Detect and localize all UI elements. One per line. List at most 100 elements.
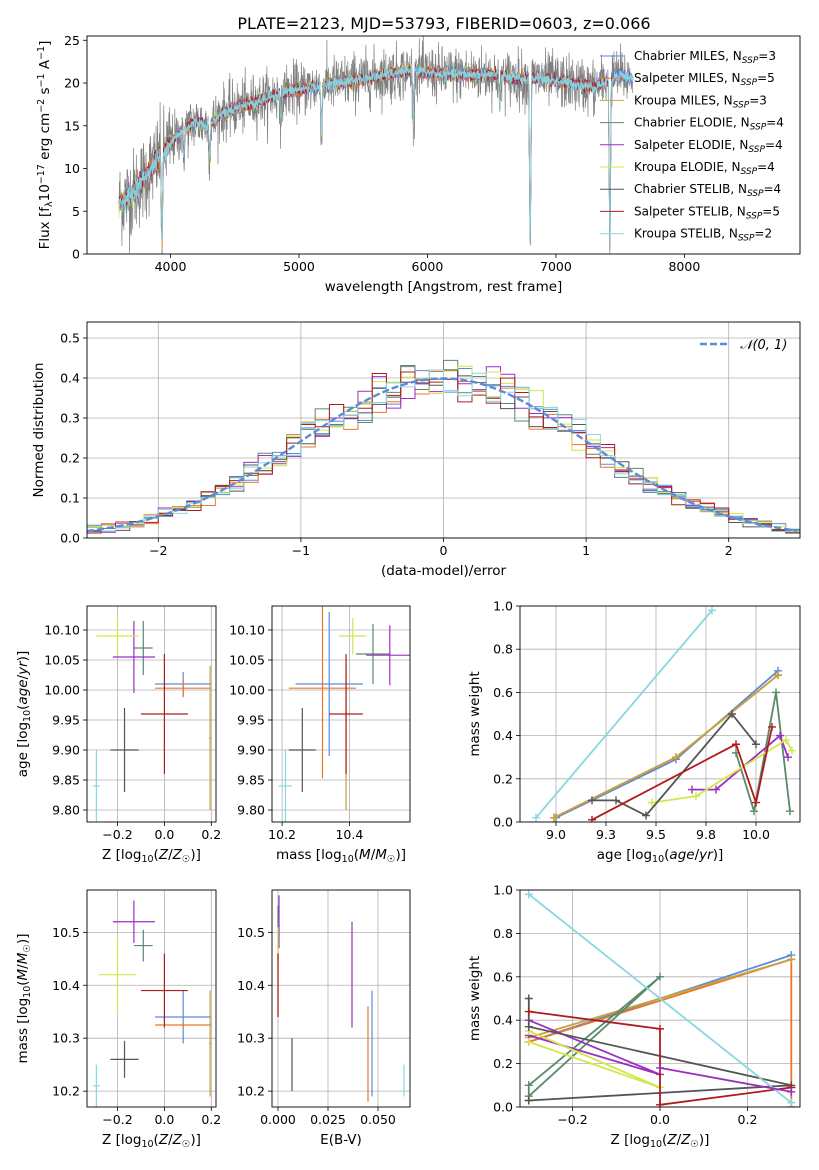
x-tick-label: 7000 bbox=[540, 259, 572, 274]
mass_vs_Z-panel: −0.2 0.0 0.2 10.2 10.3 10.4 10.5 Z [log10(Z/Z☉)… bbox=[15, 889, 221, 1150]
weight-marker-4 bbox=[784, 753, 792, 762]
y-tick-label: 15 bbox=[64, 118, 80, 133]
y-tick-label: 9.85 bbox=[237, 773, 265, 788]
y-tick-label: 0.2 bbox=[493, 771, 513, 786]
weight-marker-7 bbox=[656, 1024, 664, 1033]
weight-marker-6 bbox=[728, 710, 736, 718]
weight_vs_age-plot-area bbox=[532, 606, 796, 822]
y-tick-label: 10.00 bbox=[229, 683, 265, 698]
weight-line-8 bbox=[535, 609, 713, 819]
y-tick-label: 0.3 bbox=[60, 411, 80, 426]
y-tick-label: 0.8 bbox=[493, 926, 513, 941]
weight-marker-2 bbox=[550, 813, 558, 822]
y-tick-label: 9.95 bbox=[52, 713, 80, 728]
histogram-7 bbox=[87, 371, 800, 538]
y-tick-label: 0.1 bbox=[60, 491, 80, 506]
axes-frame bbox=[86, 35, 801, 255]
weight-line-1 bbox=[553, 674, 779, 819]
x-axis-label: Z [log10(Z/Z☉)] bbox=[611, 1132, 710, 1150]
x-axis-label: E(B-V) bbox=[320, 1132, 362, 1148]
legend-label-3: Chabrier ELODIE, NSSP=4 bbox=[634, 116, 784, 133]
axes-frame bbox=[86, 321, 801, 539]
weight-marker-2 bbox=[672, 753, 680, 762]
weight-marker-3 bbox=[656, 972, 664, 981]
y-axis-label: mass [log10(M/M☉)] bbox=[15, 934, 33, 1064]
spectrum-line-2 bbox=[118, 63, 531, 248]
x-tick-label: 8000 bbox=[668, 259, 700, 274]
y-tick-label: 5 bbox=[72, 204, 80, 219]
x-tick-label: 6000 bbox=[412, 259, 444, 274]
weight-line-9 bbox=[659, 1067, 792, 1093]
y-tick-label: 9.85 bbox=[52, 773, 80, 788]
weight-marker-2 bbox=[787, 955, 796, 964]
y-tick-label: 25 bbox=[64, 33, 80, 48]
y-tick-label: 1.0 bbox=[493, 883, 513, 898]
legend-label-5: Kroupa ELODIE, NSSP=4 bbox=[634, 160, 775, 177]
y-tick-label: 0.4 bbox=[493, 1013, 513, 1028]
x-axis-label: wavelength [Angstrom, rest frame] bbox=[325, 279, 563, 295]
y-axis-label: Normed distribution bbox=[31, 363, 47, 498]
weight-line-5 bbox=[651, 738, 793, 804]
weight-marker-5 bbox=[782, 735, 790, 744]
x-tick-label: −0.2 bbox=[102, 1112, 132, 1127]
x-tick-label: 4000 bbox=[155, 259, 187, 274]
y-tick-label: 10.3 bbox=[52, 1031, 80, 1046]
weight-marker-4 bbox=[712, 785, 720, 794]
y-tick-label: 10.10 bbox=[229, 623, 265, 638]
age_vs_mass-panel: 10.2 10.4 9.80 9.85 9.90 9.95 10.00 10.05 10.10 m… bbox=[229, 605, 411, 865]
y-tick-label: 9.95 bbox=[237, 713, 265, 728]
mass_vs_ebv-plot-area bbox=[277, 895, 405, 1102]
spectrum-panel: 4000 5000 6000 7000 8000 0 5 10 15 20 25 wavelength… bbox=[36, 33, 801, 295]
axes-frame bbox=[519, 889, 801, 1108]
weight-marker-7 bbox=[752, 798, 760, 807]
weight-marker-7 bbox=[524, 1007, 533, 1016]
axes-frame bbox=[86, 889, 217, 1108]
weight-marker-6 bbox=[752, 740, 760, 749]
x-axis-label: Z [log10(Z/Z☉)] bbox=[102, 1132, 201, 1150]
y-tick-label: 1.0 bbox=[493, 599, 513, 614]
weight-marker-8 bbox=[532, 813, 540, 822]
y-axis-label: age [log10(age/yr)] bbox=[15, 651, 33, 777]
legend-label-7: Salpeter STELIB, NSSP=5 bbox=[634, 204, 780, 221]
y-tick-label: 10.2 bbox=[237, 1084, 265, 1099]
x-tick-label: −1 bbox=[292, 543, 310, 558]
y-tick-label: 20 bbox=[64, 76, 80, 91]
weight-marker-3 bbox=[750, 807, 758, 816]
weight-marker-7 bbox=[588, 815, 596, 822]
weight-marker-6 bbox=[588, 796, 596, 805]
legend-label-8: Kroupa STELIB, NSSP=2 bbox=[634, 227, 772, 244]
weight_vs_Z-plot-area bbox=[524, 890, 796, 1107]
axes-frame bbox=[86, 605, 217, 823]
spectrum-line-6 bbox=[118, 36, 634, 254]
y-tick-label: 0 bbox=[72, 247, 80, 262]
legend-normal-label: 𝒩(0, 1) bbox=[740, 338, 787, 353]
y-tick-label: 10.5 bbox=[52, 925, 80, 940]
x-tick-label: 1 bbox=[582, 543, 590, 558]
weight-marker-3 bbox=[524, 1081, 533, 1090]
spectrum-line-8 bbox=[118, 61, 634, 245]
axes-frame bbox=[271, 889, 411, 1108]
y-tick-label: 0.4 bbox=[60, 371, 80, 386]
x-tick-label: 0.0 bbox=[154, 1112, 174, 1127]
y-tick-label: 10.4 bbox=[237, 978, 265, 993]
residuals-panel: −2 −1 0 1 2 0.0 0.1 0.2 0.3 0.4 0.5 (data-model)/er… bbox=[31, 321, 801, 579]
weight-marker-2 bbox=[774, 671, 782, 680]
age_vs_mass-plot-area bbox=[278, 606, 410, 822]
weight-marker-7 bbox=[732, 740, 740, 749]
x-tick-label: 0.2 bbox=[201, 1112, 221, 1127]
weight-marker-8 bbox=[524, 890, 533, 899]
y-tick-label: 10.3 bbox=[237, 1031, 265, 1046]
x-tick-label: 5000 bbox=[283, 259, 315, 274]
x-axis-label: mass [log10(M/M☉)] bbox=[276, 847, 406, 865]
weight-marker-5 bbox=[692, 792, 700, 801]
y-tick-label: 0.4 bbox=[493, 728, 513, 743]
y-tick-label: 10 bbox=[64, 161, 80, 176]
y-tick-label: 0.2 bbox=[493, 1056, 513, 1071]
y-axis-label: mass weight bbox=[467, 671, 483, 756]
x-tick-label: 0.050 bbox=[360, 1112, 396, 1127]
x-tick-label: −2 bbox=[149, 543, 167, 558]
figure-title: PLATE=2123, MJD=53793, FIBERID=0603, z=0… bbox=[237, 14, 650, 33]
y-tick-label: 0.5 bbox=[60, 331, 80, 346]
y-axis-label: Flux [fλ10−17 erg cm−2 s−1 A−1] bbox=[36, 41, 55, 250]
